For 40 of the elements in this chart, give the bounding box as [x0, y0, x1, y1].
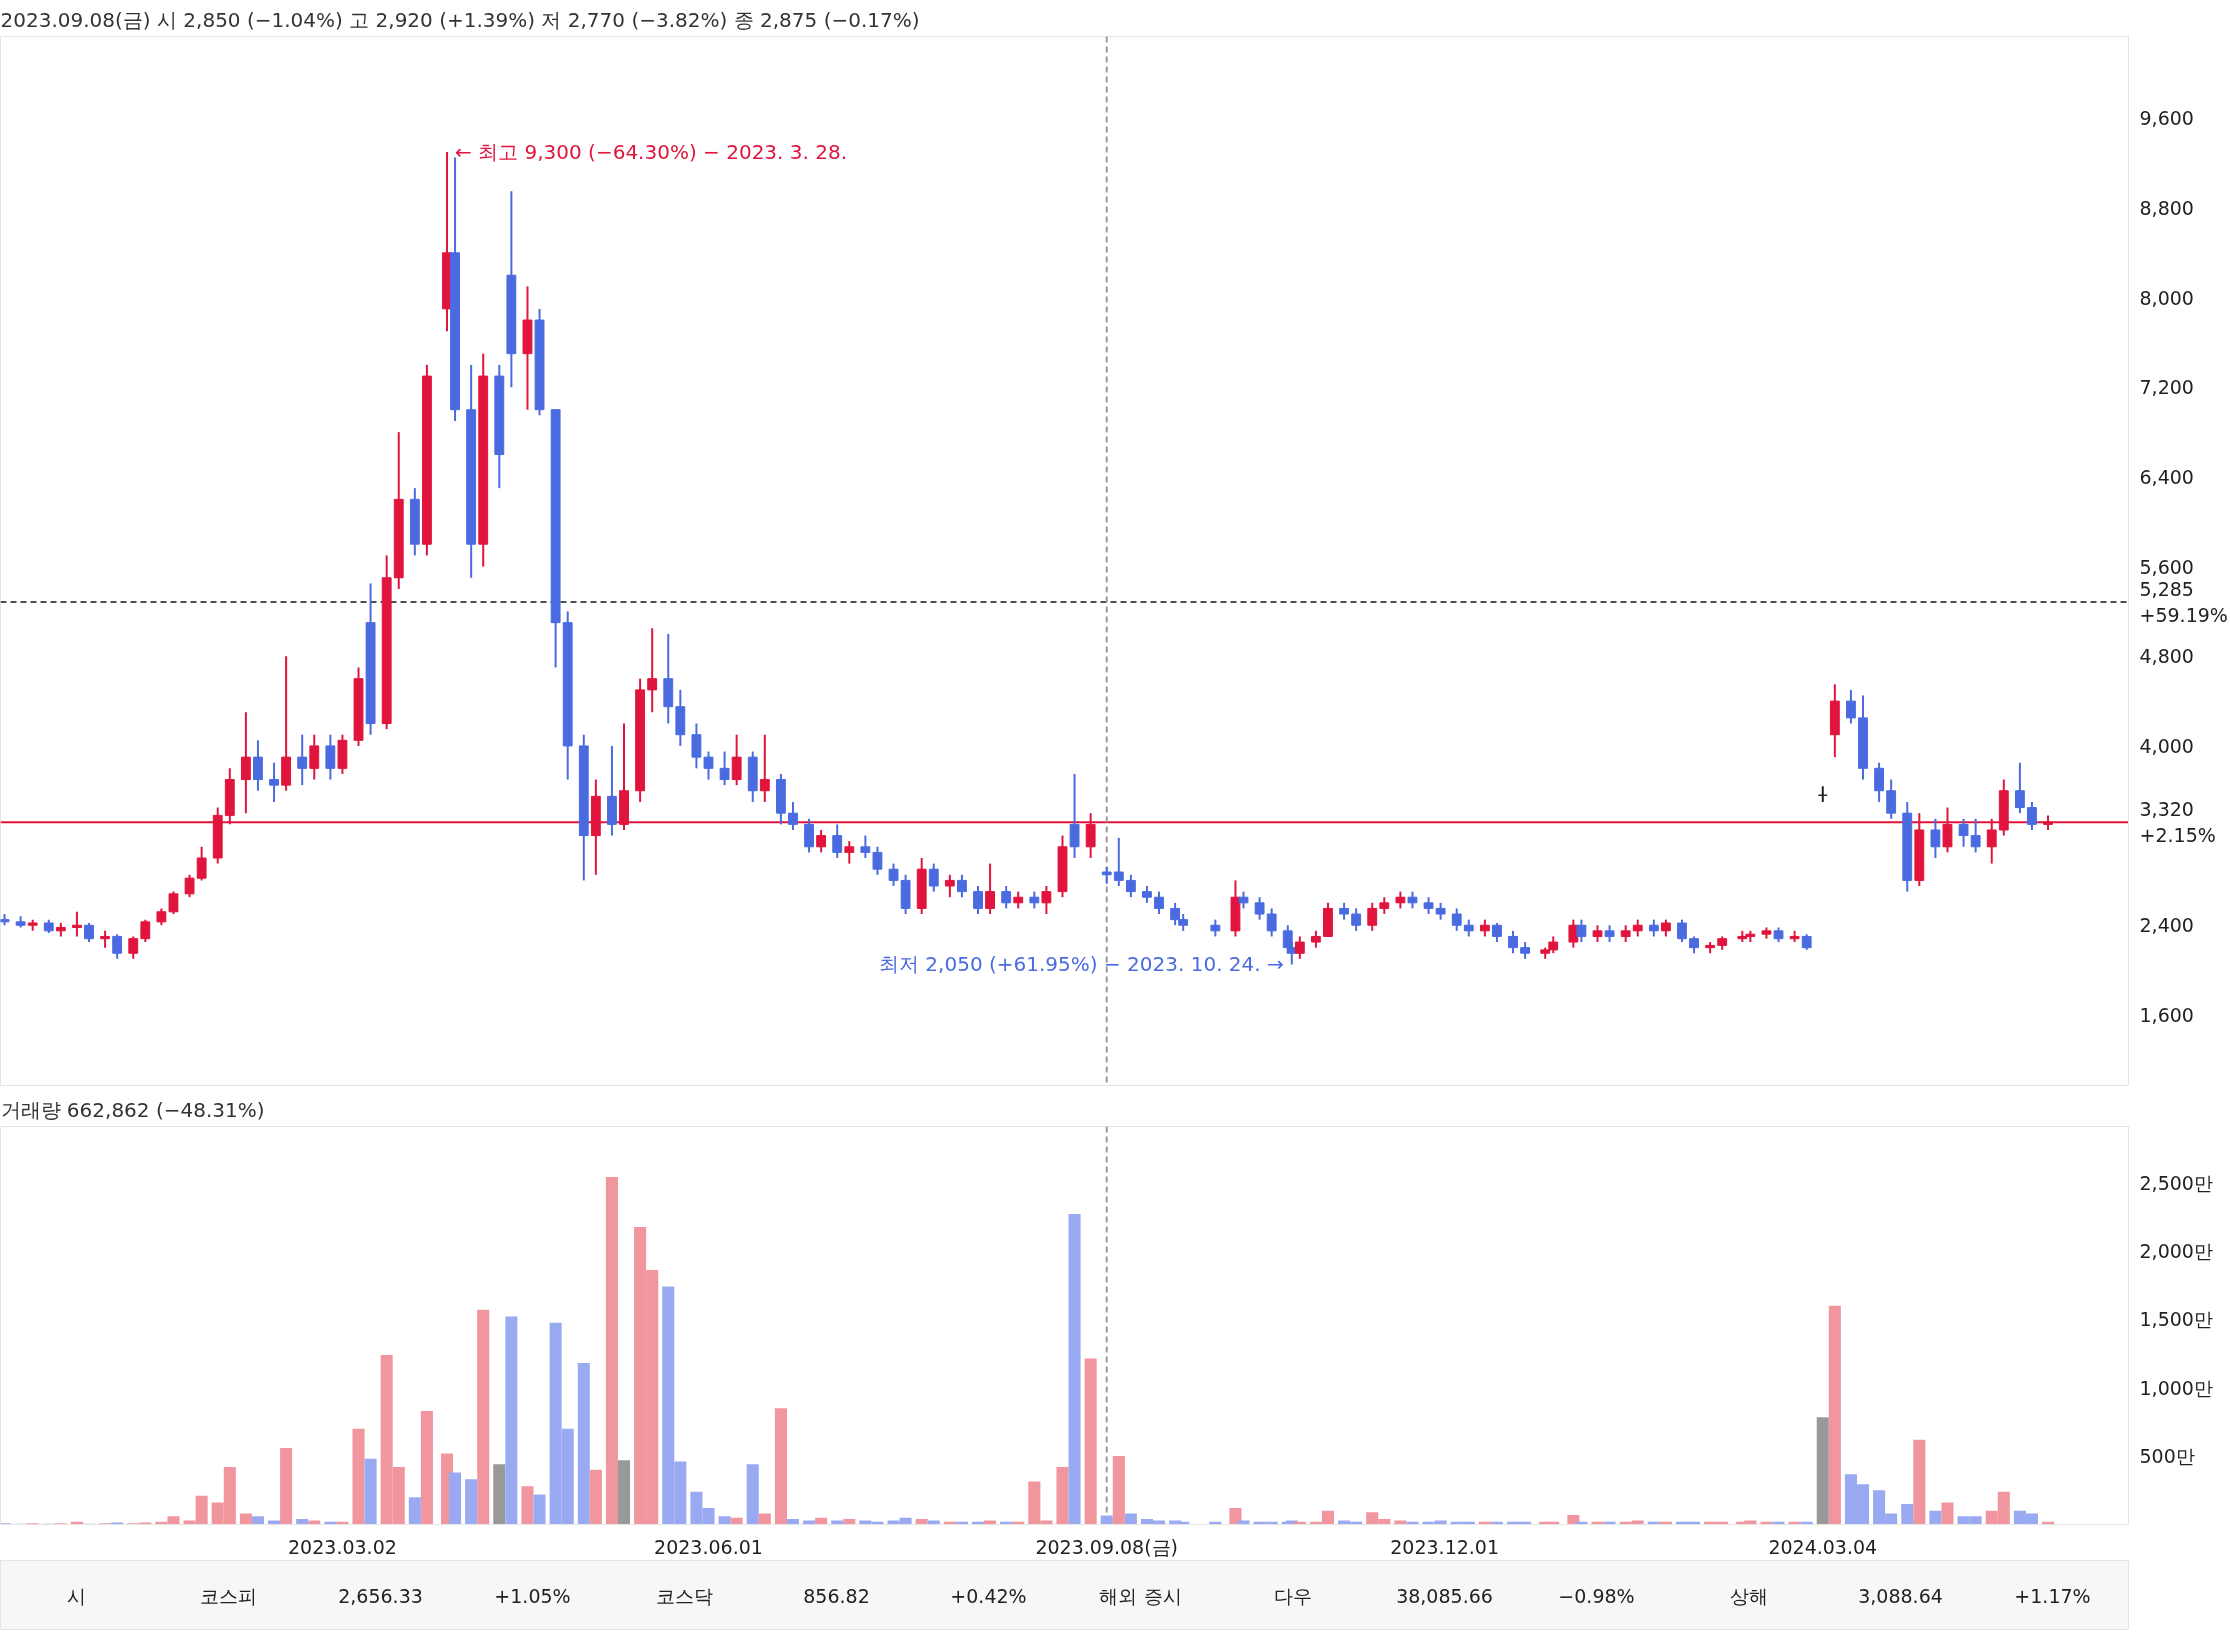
ref-line-label: 2023.09.08(금)	[1035, 1535, 1179, 1558]
chart-title: 거래량 662,862 (−48.31%)	[0, 1097, 265, 1122]
x-tick-label: 2024.03.04	[1768, 1535, 1878, 1558]
x-tick-label: 2023.06.01	[654, 1535, 763, 1558]
text: 코스피	[200, 1584, 257, 1607]
text: +1.17%	[2014, 1584, 2091, 1607]
y-tick-label: 8,000	[2139, 286, 2194, 309]
ref-line-label: 3,320 +2.15%	[2139, 797, 2216, 847]
chart-subtitle: 2023.09.08(금) 시 2,850 (−1.04%) 고 2,920 (+1.39%) 저 2,770 (−3.82%) 종 2,875 (−0.17%)	[0, 7, 920, 32]
text: 코스닥	[656, 1584, 713, 1607]
y-tick-label: 9,600	[2139, 107, 2194, 130]
y-tick-label: 1,600	[2139, 1003, 2194, 1026]
y-tick-label: 2,400	[2139, 914, 2194, 937]
y-tick-label: 2,000만	[2139, 1239, 2213, 1262]
text: 시	[67, 1584, 86, 1607]
y-tick-label: 500만	[2139, 1445, 2195, 1468]
y-tick-label: 5,600	[2139, 555, 2194, 578]
text: +0.42%	[950, 1584, 1027, 1607]
y-tick-label: 2,500만	[2139, 1171, 2213, 1194]
text: 상해	[1729, 1584, 1768, 1607]
y-tick-label: 1,500만	[2139, 1308, 2213, 1331]
x-tick-label: 2023.03.02	[288, 1535, 397, 1558]
text: 38,085.66	[1396, 1584, 1493, 1607]
text: 856.82	[803, 1584, 870, 1607]
ref-line-label: 5,285 +59.19%	[2139, 577, 2228, 627]
x-tick-label: 2023.12.01	[1390, 1535, 1500, 1558]
y-tick-label: 4,000	[2139, 734, 2194, 757]
y-tick-label: 6,400	[2139, 465, 2194, 488]
y-tick-label: 4,800	[2139, 645, 2194, 668]
text: +1.05%	[494, 1584, 571, 1607]
y-tick-label: 1,000만	[2139, 1376, 2213, 1399]
text: 해외 증시	[1099, 1584, 1182, 1607]
annotation: 최저 2,050 (+61.95%) − 2023. 10. 24. →	[879, 952, 1284, 977]
text: 다우	[1273, 1584, 1312, 1607]
y-tick-label: 8,800	[2139, 196, 2194, 219]
annotation: ← 최고 9,300 (−64.30%) − 2023. 3. 28.	[455, 139, 848, 164]
text: 2,656.33	[338, 1584, 423, 1607]
text: 3,088.64	[1858, 1584, 1943, 1607]
y-tick-label: 7,200	[2139, 376, 2194, 399]
text: −0.98%	[1558, 1584, 1635, 1607]
